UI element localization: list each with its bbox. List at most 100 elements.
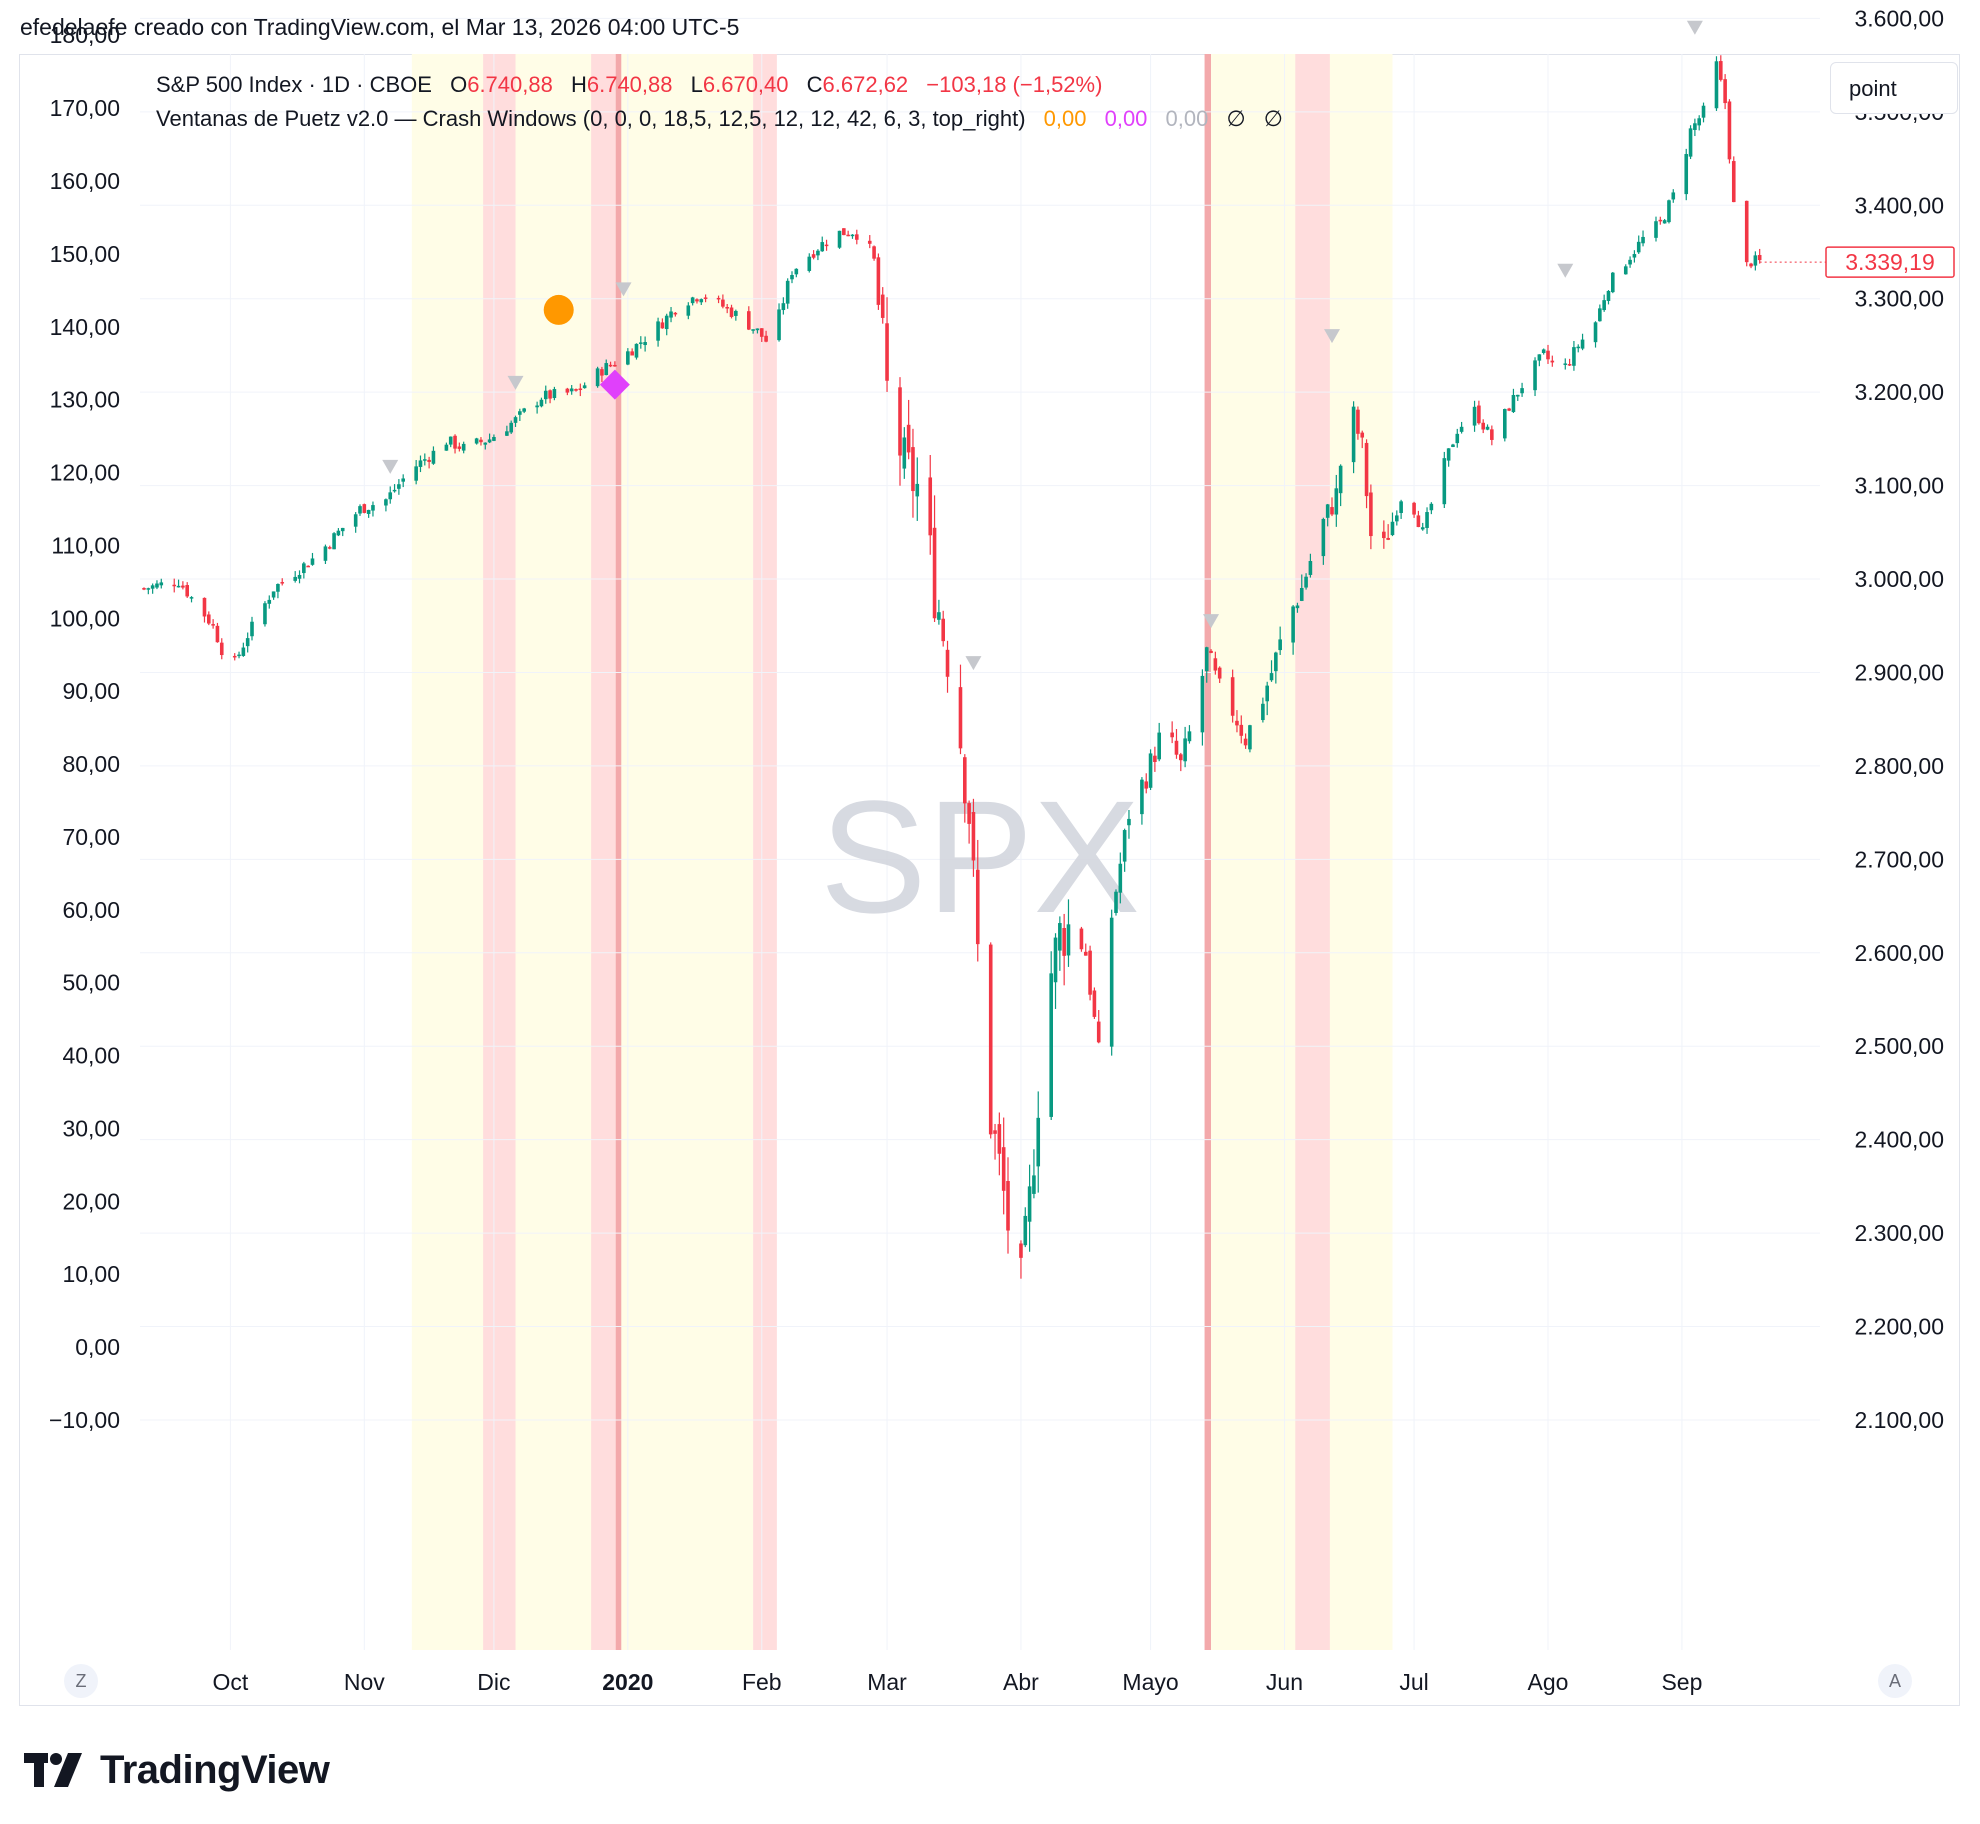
candle-body-up[interactable] (1351, 406, 1356, 463)
candle-body-down[interactable] (660, 322, 665, 329)
auto-scale-button[interactable]: A (1878, 1664, 1912, 1698)
candle-body-up[interactable] (639, 342, 643, 344)
candle-body-up[interactable] (1541, 349, 1546, 354)
candle-body-down[interactable] (362, 504, 367, 513)
candle-body-up[interactable] (1204, 647, 1209, 672)
candle-body-up[interactable] (1632, 254, 1637, 258)
candle-body-up[interactable] (1572, 347, 1576, 366)
candle-body-down[interactable] (1330, 507, 1334, 515)
candle-body-up[interactable] (1265, 685, 1269, 702)
candle-body-down[interactable] (673, 312, 678, 315)
candle-body-down[interactable] (855, 234, 859, 240)
candle-body-up[interactable] (1598, 308, 1602, 322)
candle-body-down[interactable] (1369, 492, 1373, 537)
candle-body-up[interactable] (690, 297, 695, 304)
candle-body-up[interactable] (1395, 515, 1399, 522)
candle-body-up[interactable] (340, 527, 345, 532)
candle-body-up[interactable] (1109, 917, 1114, 1047)
candle-body-up[interactable] (392, 489, 397, 492)
candle-body-down[interactable] (967, 803, 971, 824)
candle-body-down[interactable] (1174, 740, 1179, 755)
candle-body-down[interactable] (1239, 724, 1244, 736)
candle-body-down[interactable] (1079, 928, 1084, 950)
candle-body-up[interactable] (414, 466, 418, 481)
candle-body-down[interactable] (207, 614, 211, 624)
candle-body-down[interactable] (280, 582, 285, 584)
candle-body-down[interactable] (578, 388, 583, 391)
candle-body-down[interactable] (1416, 515, 1421, 528)
timezone-button[interactable]: Z (64, 1664, 98, 1698)
candle-body-up[interactable] (431, 450, 436, 464)
candle-body-up[interactable] (807, 256, 812, 271)
candle-body-down[interactable] (721, 299, 725, 307)
candle-body-up[interactable] (159, 582, 164, 586)
candle-body-up[interactable] (1304, 576, 1308, 588)
candle-body-up[interactable] (1299, 588, 1304, 601)
candle-body-up[interactable] (1032, 1175, 1036, 1194)
candle-body-up[interactable] (1693, 123, 1697, 130)
candle-body-up[interactable] (388, 492, 393, 500)
candle-body-up[interactable] (474, 438, 479, 444)
candle-body-up[interactable] (535, 405, 539, 408)
candle-body-up[interactable] (397, 484, 401, 489)
candle-body-up[interactable] (751, 329, 755, 331)
candle-body-up[interactable] (664, 315, 669, 330)
candle-body-up[interactable] (1338, 465, 1343, 494)
candle-body-up[interactable] (1455, 433, 1460, 444)
candle-body-up[interactable] (1425, 512, 1429, 528)
candle-body-down[interactable] (185, 585, 189, 597)
candle-body-up[interactable] (1485, 426, 1490, 430)
candle-body-up[interactable] (1511, 394, 1516, 413)
candle-body-up[interactable] (1753, 255, 1758, 266)
candle-body-up[interactable] (543, 390, 548, 400)
candle-body-up[interactable] (509, 422, 513, 433)
candle-body-up[interactable] (777, 309, 781, 341)
candle-body-up[interactable] (1602, 300, 1606, 311)
candle-body-up[interactable] (353, 514, 358, 527)
candle-body-down[interactable] (1243, 738, 1248, 746)
candle-body-up[interactable] (448, 436, 453, 445)
candle-body-down[interactable] (971, 812, 976, 861)
candle-body-up[interactable] (1027, 1186, 1032, 1222)
candle-body-up[interactable] (626, 351, 630, 365)
candle-body-up[interactable] (1248, 725, 1252, 750)
candle-body-down[interactable] (1356, 409, 1360, 434)
candle-body-up[interactable] (1580, 339, 1585, 349)
candle-body-down[interactable] (928, 477, 933, 536)
candle-body-up[interactable] (150, 585, 155, 589)
candle-body-up[interactable] (176, 585, 181, 588)
candle-body-up[interactable] (487, 439, 492, 443)
candle-body-up[interactable] (582, 385, 587, 389)
candle-body-down[interactable] (181, 585, 185, 588)
candle-body-up[interactable] (505, 431, 509, 436)
candle-body-up[interactable] (669, 311, 673, 318)
candle-body-down[interactable] (1567, 364, 1572, 366)
candle-body-down[interactable] (764, 335, 768, 342)
chart-frame[interactable] (19, 54, 1960, 1706)
candle-body-up[interactable] (734, 310, 738, 316)
candle-body-up[interactable] (1636, 241, 1641, 253)
candle-body-down[interactable] (876, 257, 881, 305)
candle-body-down[interactable] (1744, 200, 1749, 263)
candle-body-up[interactable] (634, 343, 639, 358)
candle-body-down[interactable] (1731, 161, 1736, 203)
candle-body-up[interactable] (1278, 639, 1282, 651)
candle-body-up[interactable] (241, 647, 246, 656)
candle-body-down[interactable] (1490, 429, 1494, 440)
candle-body-up[interactable] (785, 280, 790, 304)
candle-body-up[interactable] (1140, 779, 1144, 815)
candle-body-up[interactable] (790, 275, 794, 280)
candle-body-down[interactable] (1153, 755, 1157, 762)
candle-body-down[interactable] (600, 369, 604, 376)
candle-body-down[interactable] (958, 687, 963, 749)
candle-body-up[interactable] (1118, 863, 1123, 893)
candle-body-down[interactable] (703, 297, 708, 299)
candle-body-down[interactable] (453, 435, 457, 449)
candle-body-down[interactable] (846, 234, 850, 237)
candle-body-up[interactable] (155, 583, 159, 588)
candle-body-up[interactable] (656, 321, 660, 341)
candle-body-up[interactable] (1114, 891, 1118, 913)
candle-body-up[interactable] (237, 654, 241, 657)
candle-body-up[interactable] (1688, 128, 1693, 157)
